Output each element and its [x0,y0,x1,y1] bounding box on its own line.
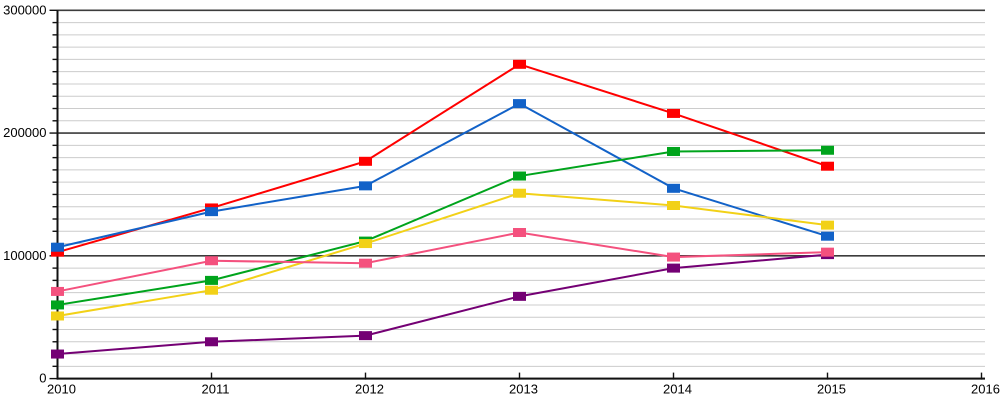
y-axis-label: 300000 [3,2,46,17]
data-point-pink-2011 [205,256,218,266]
series-line-red [57,63,828,254]
series-line-blue [57,102,828,249]
data-point-red-2010 [51,247,64,257]
data-point-pink-2013 [513,228,526,238]
data-point-purple-2010 [51,349,64,359]
data-point-purple-2013 [513,291,526,301]
x-axis-label: 2015 [817,382,846,397]
data-point-yellow-2010 [51,311,64,321]
data-point-green-2010 [51,300,64,310]
data-point-yellow-2011 [205,285,218,295]
data-point-blue-2015 [821,231,834,241]
data-point-purple-2011 [205,337,218,347]
y-axis-label: 200000 [3,125,46,140]
x-axis-label: 2012 [355,382,384,397]
data-point-blue-2013 [513,99,526,109]
data-point-pink-2014 [667,252,680,262]
data-point-blue-2010 [51,242,64,252]
data-point-green-2011 [205,275,218,285]
data-point-pink-2010 [51,286,64,296]
x-axis-label: 2014 [663,382,692,397]
data-point-pink-2015 [821,247,834,257]
series-line-purple [57,253,828,356]
x-axis-label: 2010 [47,382,76,397]
data-point-purple-2014 [667,263,680,273]
data-point-purple-2012 [359,331,372,341]
data-point-yellow-2013 [513,188,526,198]
data-point-green-2013 [513,171,526,181]
data-point-yellow-2015 [821,220,834,230]
x-axis-label: 2013 [509,382,538,397]
data-point-red-2014 [667,108,680,118]
data-point-yellow-2012 [359,239,372,249]
x-axis-label: 2011 [202,382,230,397]
data-point-red-2015 [821,161,834,171]
series-line-pink [57,231,828,293]
data-point-red-2012 [359,156,372,166]
y-axis-label: 0 [39,371,46,386]
series-line-green [57,149,828,306]
data-point-blue-2012 [359,181,372,191]
series-line-yellow [57,192,828,317]
data-point-yellow-2014 [667,200,680,210]
data-point-green-2014 [667,146,680,156]
data-point-red-2013 [513,59,526,69]
x-axis-label: 2016 [971,382,1000,397]
y-axis-label: 100000 [3,248,46,263]
data-point-green-2015 [821,145,834,155]
data-point-pink-2012 [359,258,372,268]
data-point-blue-2011 [205,207,218,217]
data-point-blue-2014 [667,183,680,193]
